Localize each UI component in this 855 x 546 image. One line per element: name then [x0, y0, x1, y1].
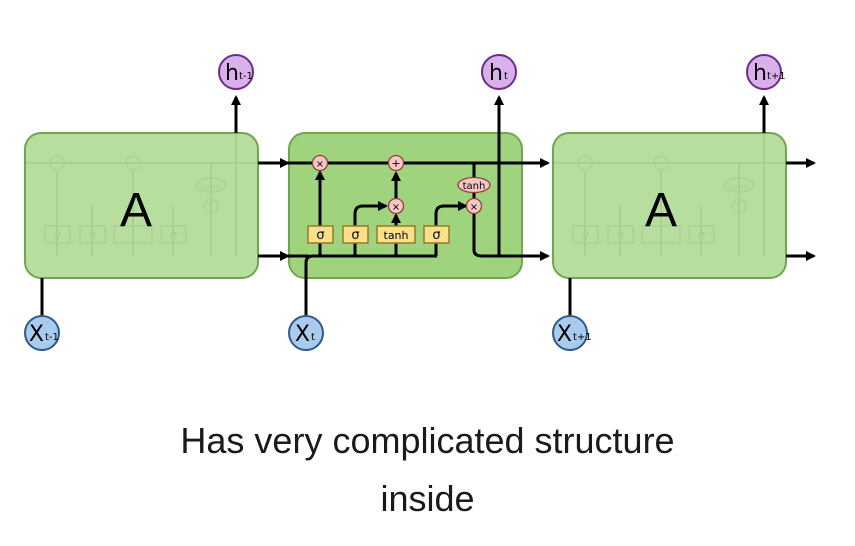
left-cell-box — [24, 132, 259, 279]
svg-text:tanh: tanh — [463, 181, 486, 192]
gate-tanh: tanh — [376, 225, 416, 244]
gate-output-label: σ — [432, 228, 440, 243]
pointwise-input-multiply: × — [387, 197, 405, 215]
svg-text:×: × — [316, 159, 324, 170]
left-cell-label: A — [120, 184, 152, 237]
gate-tanh-label: tanh — [384, 229, 409, 242]
svg-text:t: t — [311, 332, 315, 343]
svg-text:X: X — [557, 322, 572, 347]
svg-text:t-1: t-1 — [239, 71, 253, 82]
svg-text:h: h — [753, 61, 767, 86]
svg-text:×: × — [470, 202, 478, 213]
input-gate-path — [353, 201, 388, 256]
hidden-merge-path — [304, 254, 437, 318]
gate-input-label: σ — [351, 228, 359, 243]
input-node-x-t-plus-1: X t+1 — [552, 315, 592, 351]
svg-text:X: X — [29, 322, 44, 347]
caption-line-1: Has very complicated structure — [180, 420, 675, 461]
pointwise-tanh: tanh — [457, 176, 491, 194]
right-lstm-cell: σ σ σ tanh A — [552, 95, 816, 318]
left-lstm-cell: σ σ σ tanh A — [24, 95, 290, 318]
input-node-x-t: X t — [288, 315, 324, 351]
output-node-h-t-minus-1: h t-1 — [218, 54, 254, 90]
caption-line-2: inside — [380, 478, 475, 519]
gate-forget-label: σ — [316, 228, 324, 243]
right-cell-label: A — [645, 184, 677, 237]
gate-output: σ — [423, 225, 450, 244]
svg-text:X: X — [295, 322, 310, 347]
lstm-diagram: σ σ tanh σ × + — [24, 54, 816, 351]
right-cell-box — [552, 132, 787, 279]
svg-text:+: + — [391, 157, 400, 170]
pointwise-forget-multiply: × — [311, 154, 329, 172]
output-node-h-t-plus-1: h t+1 — [746, 54, 786, 90]
gate-input: σ — [342, 225, 369, 244]
svg-text:t+1: t+1 — [573, 332, 592, 343]
svg-text:h: h — [489, 61, 503, 86]
pointwise-add: + — [387, 154, 405, 172]
svg-text:×: × — [392, 202, 400, 213]
input-node-x-t-minus-1: X t-1 — [24, 315, 60, 351]
svg-text:h: h — [225, 61, 239, 86]
gate-forget: σ — [307, 225, 334, 244]
svg-text:t-1: t-1 — [45, 332, 59, 343]
middle-lstm-cell: σ σ tanh σ × + — [260, 95, 550, 318]
svg-text:t: t — [504, 71, 508, 82]
output-path — [472, 214, 550, 261]
svg-text:t+1: t+1 — [767, 71, 786, 82]
output-gate-path — [434, 201, 468, 256]
pointwise-output-multiply: × — [465, 197, 483, 215]
output-node-h-t: h t — [481, 54, 517, 90]
